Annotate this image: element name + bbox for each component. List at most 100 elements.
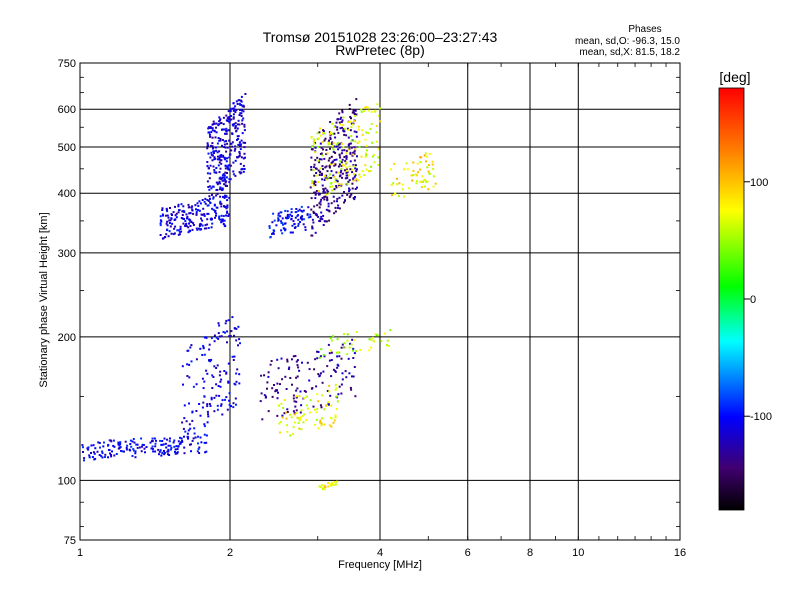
data-point	[396, 183, 398, 186]
data-point	[316, 357, 319, 360]
data-point	[327, 209, 330, 212]
data-point	[225, 371, 228, 374]
data-point	[231, 145, 234, 148]
data-point	[241, 109, 243, 112]
data-point	[290, 211, 293, 214]
data-point	[320, 211, 323, 214]
data-point	[215, 189, 218, 191]
data-point	[316, 204, 319, 207]
data-point	[179, 225, 182, 228]
data-point	[340, 383, 343, 386]
data-point	[261, 418, 264, 421]
data-point	[227, 129, 230, 132]
data-point	[164, 214, 167, 217]
data-point	[311, 227, 314, 230]
data-point	[355, 179, 358, 182]
data-point	[266, 381, 269, 384]
data-point	[218, 116, 221, 119]
data-point	[205, 434, 208, 437]
data-point	[375, 131, 378, 134]
data-point	[198, 452, 201, 454]
data-point	[336, 180, 339, 183]
data-point	[213, 396, 216, 399]
data-point	[318, 174, 321, 176]
data-point	[367, 132, 370, 135]
data-point	[289, 377, 292, 379]
data-point	[141, 445, 143, 448]
data-point	[336, 128, 339, 131]
data-point	[428, 172, 431, 175]
data-point	[286, 215, 289, 218]
data-point	[318, 206, 321, 209]
data-point	[303, 397, 306, 400]
data-point	[301, 218, 304, 221]
data-point	[341, 194, 344, 197]
data-point	[174, 214, 177, 217]
data-point	[158, 453, 160, 456]
data-point	[296, 387, 299, 390]
data-point	[124, 440, 127, 443]
data-point	[200, 228, 203, 231]
data-point	[107, 443, 110, 446]
data-point	[217, 155, 219, 158]
data-point	[228, 181, 231, 184]
data-point	[222, 223, 225, 225]
data-point	[168, 222, 171, 224]
data-point	[332, 150, 335, 153]
data-point	[338, 143, 341, 146]
data-point	[349, 194, 352, 197]
data-point	[335, 171, 338, 174]
data-point	[163, 453, 166, 456]
data-point	[326, 365, 329, 368]
data-point	[176, 452, 179, 455]
data-point	[203, 425, 206, 428]
data-point	[143, 447, 146, 450]
data-point	[340, 392, 343, 395]
data-point	[302, 223, 305, 226]
data-point	[319, 167, 322, 170]
data-point	[241, 105, 244, 108]
data-point	[188, 222, 190, 225]
data-point	[231, 141, 234, 144]
x-tick-label: 1	[77, 547, 83, 559]
data-point	[355, 170, 358, 173]
data-point	[280, 222, 283, 224]
data-point	[177, 211, 180, 214]
data-point	[353, 130, 356, 133]
data-point	[144, 451, 146, 454]
data-point	[203, 213, 206, 216]
data-point	[345, 376, 348, 379]
data-point	[348, 196, 351, 199]
data-point	[309, 399, 312, 402]
data-point	[355, 350, 357, 352]
data-point	[244, 93, 247, 95]
data-point	[391, 194, 394, 197]
data-point	[325, 193, 328, 196]
data-point	[301, 361, 303, 364]
data-point	[110, 454, 112, 456]
data-point	[218, 156, 221, 159]
data-point	[370, 338, 373, 341]
data-point	[335, 179, 338, 182]
data-point	[281, 378, 284, 381]
data-point	[190, 206, 193, 209]
data-point	[188, 423, 191, 426]
data-point	[219, 176, 222, 179]
data-point	[424, 152, 427, 155]
data-point	[302, 218, 305, 221]
data-point	[334, 206, 337, 209]
data-point	[207, 152, 210, 155]
data-point	[158, 450, 161, 453]
data-point	[372, 339, 375, 342]
data-point	[338, 146, 341, 149]
data-point	[195, 383, 198, 386]
data-point	[343, 133, 346, 136]
data-point	[317, 400, 320, 403]
data-point	[189, 220, 192, 223]
data-point	[336, 366, 339, 369]
data-point	[356, 186, 358, 189]
data-point	[233, 123, 236, 126]
data-point	[177, 205, 180, 208]
data-point	[289, 213, 292, 216]
data-point	[167, 450, 170, 453]
